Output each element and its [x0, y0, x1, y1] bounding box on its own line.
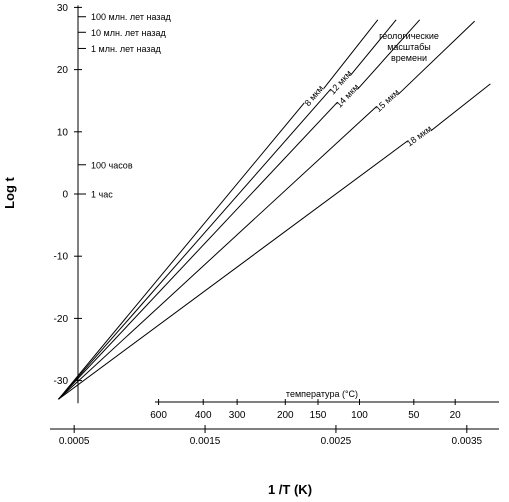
temperature-axis: температура (°C) 600 400 300 200 150 100 50 20 — [150, 389, 499, 421]
y-tick-label: 20 — [57, 65, 69, 76]
series-line — [397, 20, 476, 95]
temperature-tick-label: 400 — [195, 410, 212, 421]
y-tick-label: -20 — [54, 314, 69, 325]
temperature-tick-label: 600 — [150, 410, 167, 421]
temperature-tick-label: 150 — [310, 410, 327, 421]
annotation-line: геологические — [379, 31, 439, 41]
x-tick-label: 0.0015 — [190, 436, 221, 447]
y-tick-label: -30 — [54, 376, 69, 387]
temperature-tick-label: 20 — [450, 410, 462, 421]
series-line — [323, 19, 379, 89]
series-line — [58, 106, 377, 400]
y-tick-label: 30 — [57, 3, 69, 14]
time-markers: 100 млн. лет назад 10 млн. лет назад 1 млн… — [78, 12, 172, 200]
series-line — [58, 140, 408, 400]
temperature-tick-label: 200 — [277, 410, 294, 421]
annotation-line: времени — [391, 53, 427, 63]
series-line — [357, 19, 421, 90]
x-tick-label: 0.0005 — [59, 436, 90, 447]
y-tick-label: 0 — [62, 190, 68, 201]
series-line — [430, 83, 491, 132]
y-tick-label: -10 — [54, 252, 69, 263]
time-marker-label: 100 часов — [91, 160, 133, 170]
series-lines — [58, 19, 491, 400]
time-marker-label: 10 млн. лет назад — [91, 28, 167, 38]
time-marker-label: 100 млн. лет назад — [91, 12, 172, 22]
series-line — [58, 102, 338, 400]
temperature-tick-label: 300 — [229, 410, 246, 421]
series-label: 15 мкм — [373, 87, 401, 114]
annotation-line: масштабы — [387, 42, 431, 52]
x-axis-title: 1 /T (K) — [268, 482, 312, 497]
series-label: 18 мкм — [405, 123, 434, 148]
y-axis-title: Log t — [2, 176, 17, 208]
series-line — [58, 89, 331, 400]
series-line — [58, 102, 305, 400]
series-label: 8 мкм — [302, 83, 325, 108]
y-axis: 30 20 10 0 -10 -20 -30 — [54, 3, 82, 404]
time-marker-label: 1 млн. лет назад — [91, 44, 162, 54]
x-tick-label: 0.0035 — [452, 436, 483, 447]
temperature-axis-label: температура (°C) — [286, 389, 358, 399]
series-line — [350, 19, 397, 76]
x-axis: 0.0005 0.0015 0.0025 0.0035 — [50, 425, 499, 447]
x-tick-label: 0.0025 — [321, 436, 352, 447]
temperature-tick-label: 50 — [408, 410, 420, 421]
time-marker-label: 1 час — [91, 190, 113, 200]
y-tick-label: 10 — [57, 127, 69, 138]
temperature-tick-label: 100 — [351, 410, 368, 421]
